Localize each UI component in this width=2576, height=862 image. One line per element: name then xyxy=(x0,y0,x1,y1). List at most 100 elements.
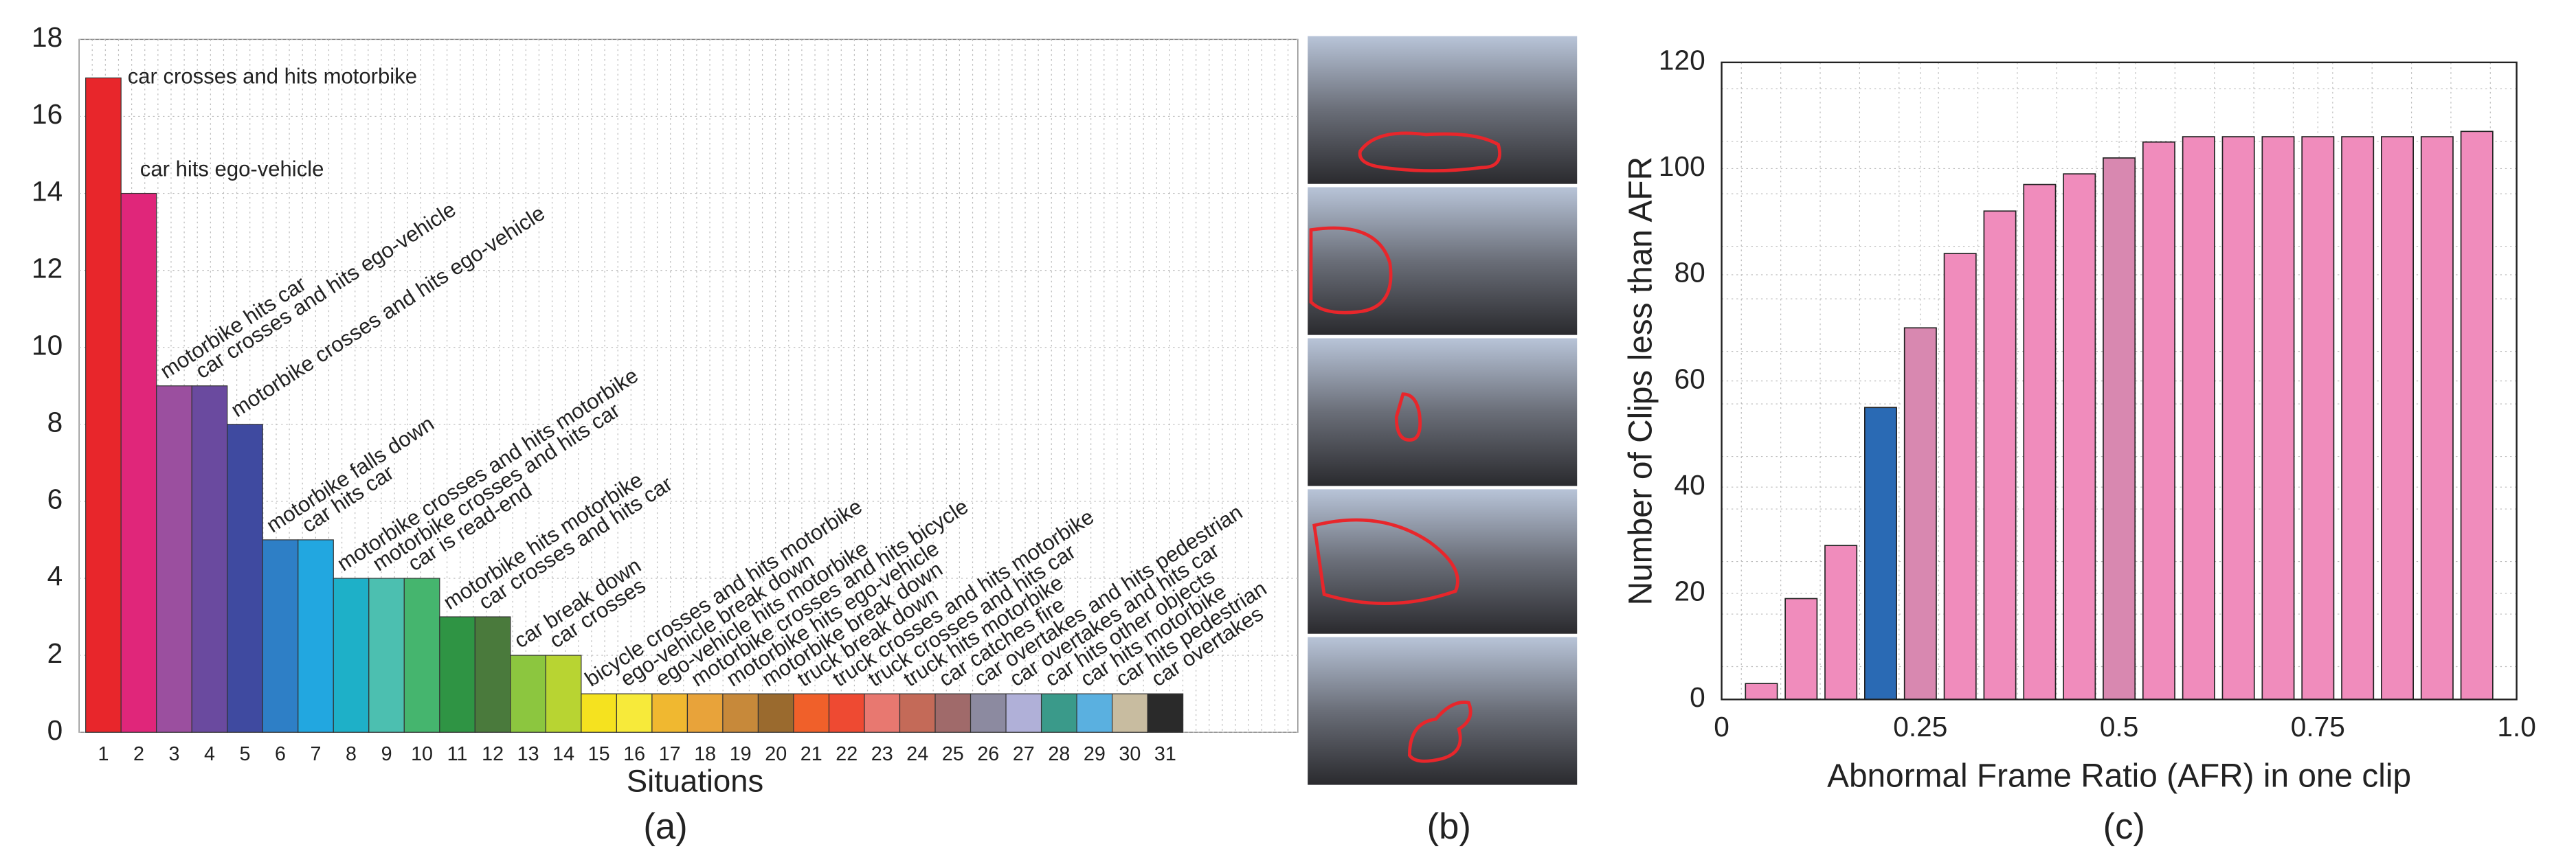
bar xyxy=(333,578,370,733)
bar xyxy=(2301,136,2335,701)
y-axis-label: Number of Clips less than AFR xyxy=(1622,157,1659,605)
x-tick-label: 12 xyxy=(482,743,504,765)
x-tick-label: 31 xyxy=(1154,743,1176,765)
outline xyxy=(1312,518,1459,605)
x-tick-label: 13 xyxy=(517,743,539,765)
x-tick-label: 26 xyxy=(977,743,999,765)
bar xyxy=(474,616,511,733)
bar xyxy=(298,539,334,733)
y-tick-label: 20 xyxy=(1674,575,1705,606)
x-tick-label: 21 xyxy=(800,743,822,765)
x-axis-label: Situations xyxy=(627,763,763,798)
x-tick-label: 22 xyxy=(836,743,858,765)
x-tick-label: 29 xyxy=(1084,743,1106,765)
bar xyxy=(2023,183,2057,701)
x-tick-label: 4 xyxy=(204,743,215,765)
y-tick-label: 4 xyxy=(47,560,63,592)
x-tick-label: 7 xyxy=(311,743,322,765)
bar xyxy=(191,385,228,733)
x-tick-label: 25 xyxy=(942,743,964,765)
bar xyxy=(1745,683,1778,701)
bar xyxy=(616,693,653,733)
bar xyxy=(651,693,688,733)
bar xyxy=(439,616,475,733)
x-tick-label: 17 xyxy=(659,743,681,765)
y-tick-label: 2 xyxy=(47,637,63,669)
photo xyxy=(1308,187,1578,335)
bar xyxy=(1040,693,1077,733)
bar xyxy=(1076,693,1113,733)
bar xyxy=(1983,210,2017,701)
outline xyxy=(1358,131,1501,172)
bar xyxy=(1005,693,1042,733)
photo-column xyxy=(1308,36,1578,785)
bar xyxy=(1864,407,1897,701)
x-tick-label: 5 xyxy=(240,743,251,765)
y-tick-label: 60 xyxy=(1674,363,1705,394)
y-tick-label: 6 xyxy=(47,484,63,515)
outline xyxy=(1394,392,1422,442)
photo xyxy=(1308,338,1578,486)
y-tick-label: 100 xyxy=(1659,150,1705,182)
x-tick-label: 3 xyxy=(168,743,179,765)
x-tick-label: 16 xyxy=(623,743,645,765)
x-tick-label: 20 xyxy=(765,743,787,765)
x-tick-label: 0 xyxy=(1714,711,1729,742)
bar xyxy=(934,693,972,733)
bar xyxy=(2261,136,2295,701)
y-tick-label: 8 xyxy=(47,407,63,438)
bar xyxy=(1903,327,1937,701)
bar xyxy=(2221,136,2255,701)
bar xyxy=(1943,253,1977,701)
x-tick-label: 18 xyxy=(694,743,716,765)
bar xyxy=(864,693,901,733)
x-tick-label: 8 xyxy=(346,743,357,765)
bar xyxy=(2182,136,2215,701)
bar xyxy=(2420,136,2454,701)
bar xyxy=(828,693,865,733)
bar xyxy=(368,578,405,733)
y-tick-label: 16 xyxy=(32,98,63,130)
y-tick-label: 80 xyxy=(1674,257,1705,288)
x-tick-label: 24 xyxy=(906,743,928,765)
bar xyxy=(2341,136,2375,701)
bar xyxy=(1784,598,1818,701)
y-tick-label: 12 xyxy=(32,252,63,284)
plot-frame xyxy=(1721,61,2518,701)
bar xyxy=(2381,136,2415,701)
x-tick-label: 0.25 xyxy=(1893,711,1947,742)
outline xyxy=(1309,226,1393,315)
x-tick-label: 1.0 xyxy=(2497,711,2535,742)
x-tick-label: 30 xyxy=(1119,743,1141,765)
x-tick-label: 0.5 xyxy=(2100,711,2138,742)
data-label: car hits ego-vehicle xyxy=(140,157,324,181)
x-tick-label: 28 xyxy=(1048,743,1070,765)
outline xyxy=(1408,701,1472,763)
data-label: car crosses and hits motorbike xyxy=(128,65,417,89)
x-tick-label: 2 xyxy=(133,743,144,765)
x-tick-label: 19 xyxy=(730,743,752,765)
bar xyxy=(722,693,759,733)
panel-label: (c) xyxy=(2103,806,2145,847)
bar xyxy=(757,693,794,733)
bar xyxy=(510,655,546,733)
y-tick-label: 18 xyxy=(32,21,63,53)
y-tick-label: 0 xyxy=(1690,681,1705,713)
bar xyxy=(85,77,122,733)
bar xyxy=(2063,173,2096,701)
x-tick-label: 11 xyxy=(447,743,468,765)
bar xyxy=(403,578,440,733)
x-tick-label: 27 xyxy=(1013,743,1035,765)
photo xyxy=(1308,36,1578,184)
x-tick-label: 1 xyxy=(98,743,109,765)
bar xyxy=(970,693,1007,733)
bar xyxy=(120,192,157,733)
panel-label: (a) xyxy=(643,806,687,847)
x-tick-label: 6 xyxy=(275,743,286,765)
bar xyxy=(1147,693,1184,733)
panel-label: (b) xyxy=(1427,806,1471,847)
bar xyxy=(2142,141,2175,701)
bar xyxy=(686,693,724,733)
